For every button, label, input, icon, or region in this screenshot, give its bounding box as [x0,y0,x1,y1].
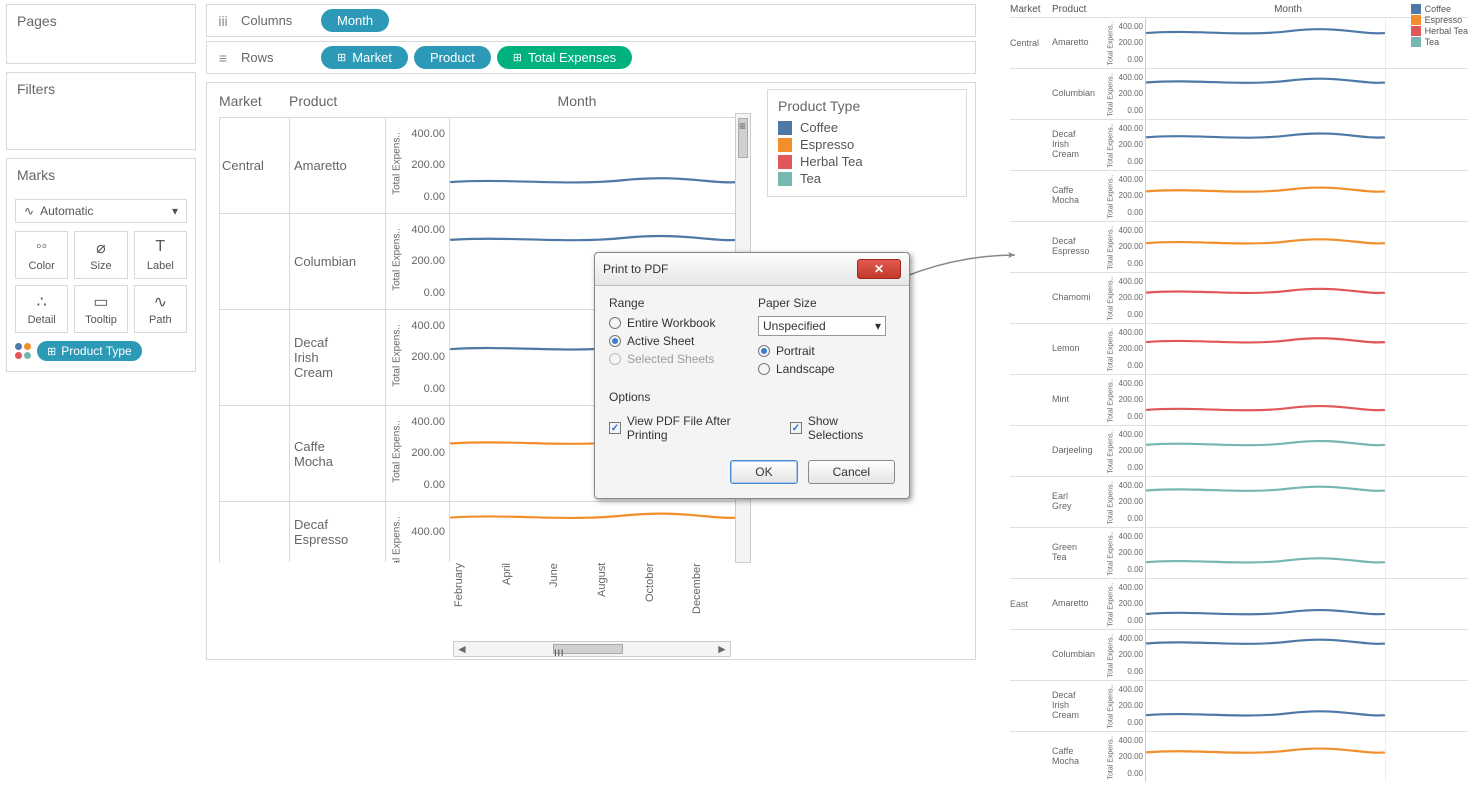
scroll-right-icon[interactable]: ► [714,642,730,656]
legend-item-coffee[interactable]: Coffee [778,120,956,135]
color-icon: ◦◦ [18,238,65,256]
color-pill-product-type[interactable]: Product Type [37,341,142,361]
header-market: Market [219,93,289,109]
chevron-down-icon: ▾ [875,319,881,333]
scroll-thumb[interactable]: ııı [553,644,623,654]
export-header-product: Product [1052,4,1108,15]
pill-product[interactable]: Product [414,46,491,69]
month-label: October [644,563,692,639]
export-row: DecafIrishCreamTotal Expens..400.00200.0… [1010,119,1468,170]
filters-panel: Filters [6,72,196,150]
export-row: DecafEspressoTotal Expens..400.00200.000… [1010,221,1468,272]
pill-month[interactable]: Month [321,9,389,32]
header-product: Product [289,93,389,109]
marks-cell-size[interactable]: ⌀Size [74,231,127,279]
export-row: MintTotal Expens..400.00200.000.00 [1010,374,1468,425]
marks-type-label: Automatic [40,204,93,218]
export-row: DarjeelingTotal Expens..400.00200.000.00 [1010,425,1468,476]
export-row: GreenTeaTotal Expens..400.00200.000.00 [1010,527,1468,578]
month-label: June [548,563,596,639]
check-view-pdf-file-after-printing[interactable]: ✓View PDF File After Printing [609,414,772,442]
month-label: February [453,563,501,639]
horizontal-scrollbar[interactable]: ◄ ııı ► [453,641,731,657]
close-button[interactable]: ✕ [857,259,901,279]
viz-row: CentralAmarettoTotal Expens..400.00200.0… [220,118,739,214]
columns-label: Columns [241,13,311,28]
export-row: ChamomiTotal Expens..400.00200.000.00 [1010,272,1468,323]
detail-icon: ∴ [18,292,65,310]
marks-cell-label[interactable]: TLabel [134,231,187,279]
marks-cell-detail[interactable]: ∴Detail [15,285,68,333]
export-header-market: Market [1010,4,1052,15]
dialog-title: Print to PDF [603,262,668,276]
rows-shelf[interactable]: ≡ Rows ⊞Market Product ⊞Total Expenses [206,41,976,74]
marks-cell-path[interactable]: ∿Path [134,285,187,333]
legend-title: Product Type [778,98,956,114]
sidebar: Pages Filters Marks ∿ Automatic ▾ ◦◦Color… [6,4,196,380]
export-row: EarlGreyTotal Expens..400.00200.000.00 [1010,476,1468,527]
line-icon: ∿ [24,204,34,218]
color-dots-icon [15,343,31,359]
radio-active-sheet[interactable]: Active Sheet [609,334,746,348]
range-label: Range [609,296,746,310]
rows-label: Rows [241,50,311,65]
legend: Product Type Coffee Espresso Herbal Tea Tea [767,89,967,197]
viz-row: DecafEspressoTotal Expens..400.00 [220,502,739,562]
radio-selected-sheets: Selected Sheets [609,352,746,366]
month-label: April [501,563,549,639]
radio-portrait[interactable]: Portrait [758,344,895,358]
shelves: iii Columns Month ≡ Rows ⊞Market Product ⊞… [206,4,976,78]
chevron-down-icon: ▾ [172,204,178,218]
marks-cell-tooltip[interactable]: ▭Tooltip [74,285,127,333]
scroll-left-icon[interactable]: ◄ [454,642,470,656]
size-icon: ⌀ [77,238,124,256]
marks-panel: Marks ∿ Automatic ▾ ◦◦Color⌀SizeTLabel ∴De… [6,158,196,372]
header-month: Month [389,93,765,109]
marks-label: Marks [7,159,195,191]
pages-label: Pages [7,5,195,37]
ok-button[interactable]: OK [730,460,797,484]
export-row: EastAmarettoTotal Expens..400.00200.000.… [1010,578,1468,629]
cancel-button[interactable]: Cancel [808,460,895,484]
marks-type-select[interactable]: ∿ Automatic ▾ [15,199,187,223]
export-row: CaffeMochaTotal Expens..400.00200.000.00 [1010,731,1468,782]
export-row: ColumbianTotal Expens..400.00200.000.00 [1010,68,1468,119]
papersize-select[interactable]: Unspecified▾ [758,316,886,336]
marks-cell-color[interactable]: ◦◦Color [15,231,68,279]
filters-label: Filters [7,73,195,105]
pill-total-expenses[interactable]: ⊞Total Expenses [497,46,632,69]
export-row: LemonTotal Expens..400.00200.000.00 [1010,323,1468,374]
month-label: December [691,563,739,639]
tooltip-icon: ▭ [77,292,124,310]
path-icon: ∿ [137,292,184,310]
month-label: August [596,563,644,639]
legend-item-tea[interactable]: Tea [778,171,956,186]
label-icon: T [137,238,184,256]
legend-item-herbal-tea[interactable]: Herbal Tea [778,154,956,169]
options-label: Options [609,390,895,404]
export-row: DecafIrishCreamTotal Expens..400.00200.0… [1010,680,1468,731]
radio-entire-workbook[interactable]: Entire Workbook [609,316,746,330]
columns-icon: iii [215,13,231,29]
columns-shelf[interactable]: iii Columns Month [206,4,976,37]
export-row: CaffeMochaTotal Expens..400.00200.000.00 [1010,170,1468,221]
print-to-pdf-dialog: Print to PDF ✕ Range Entire Workbook Acti… [594,252,910,499]
export-preview: Market Product Month CoffeeEspressoHerba… [1010,4,1468,782]
legend-item-espresso[interactable]: Espresso [778,137,956,152]
pages-panel: Pages [6,4,196,64]
vscroll-thumb[interactable]: ≡ [738,118,748,158]
papersize-label: Paper Size [758,296,895,310]
export-row: ColumbianTotal Expens..400.00200.000.00 [1010,629,1468,680]
pill-market[interactable]: ⊞Market [321,46,408,69]
check-show-selections[interactable]: ✓Show Selections [790,414,895,442]
export-legend: CoffeeEspressoHerbal TeaTea [1411,4,1468,48]
radio-landscape[interactable]: Landscape [758,362,895,376]
export-row: CentralAmarettoTotal Expens..400.00200.0… [1010,17,1468,68]
rows-icon: ≡ [215,50,231,66]
